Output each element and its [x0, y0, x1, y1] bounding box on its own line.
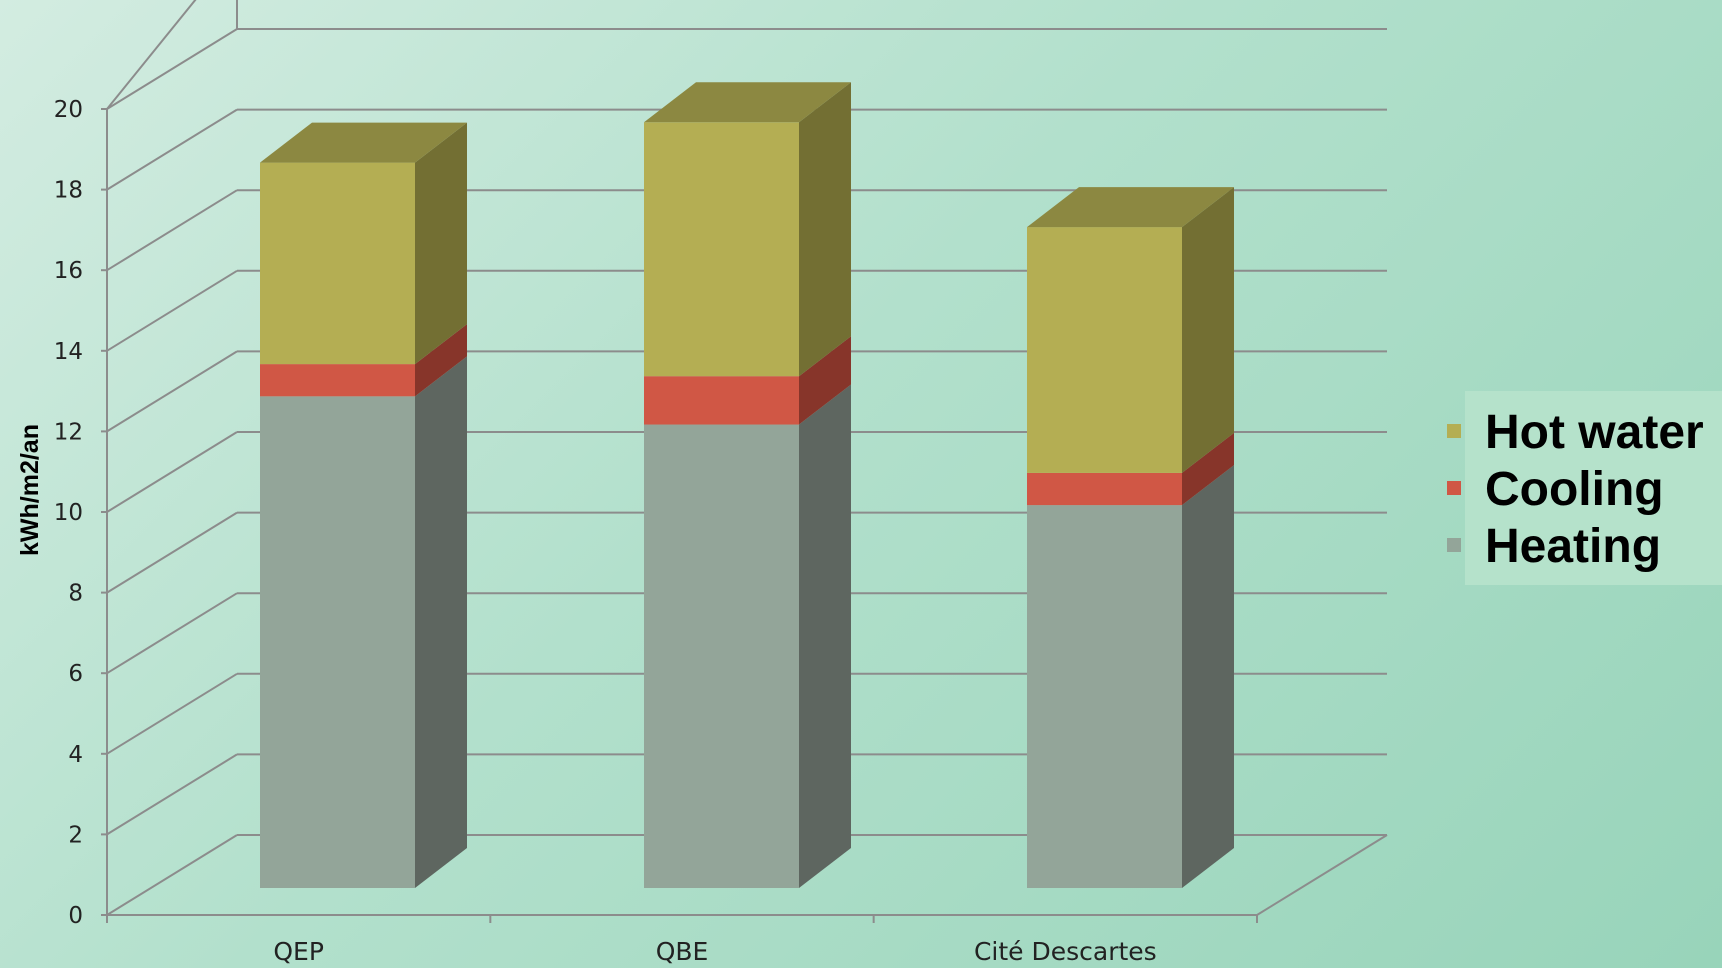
bar-segment-front [644, 424, 799, 888]
y-tick-label: 20 [54, 97, 83, 123]
legend-swatch [1447, 481, 1461, 495]
gridline-side [106, 431, 238, 513]
bar-segment-front [1027, 472, 1182, 506]
legend-swatch [1447, 424, 1461, 438]
floor-right-edge [1256, 834, 1388, 916]
y-tick-label: 18 [54, 178, 83, 204]
bar-segment-side [1182, 187, 1234, 473]
gridline-side [106, 834, 238, 916]
y-tick-label: 16 [54, 258, 83, 284]
y-tick-label: 2 [68, 822, 83, 848]
x-axis: QEP QBE Cité Descartes [106, 915, 1258, 966]
bar-segment-side [799, 384, 851, 888]
bar-segment-front [644, 122, 799, 377]
y-axis: 0 2 4 6 8 10 12 14 16 18 20 [54, 97, 1388, 929]
y-tick-label: 12 [54, 419, 83, 445]
x-tick-label: Cité Descartes [974, 937, 1157, 966]
gridline-side [106, 269, 238, 352]
bar-segment-front [1027, 505, 1182, 888]
side-wall-top [106, 0, 197, 110]
bar-segment-front [260, 364, 415, 397]
bar-segment-side [799, 82, 851, 377]
legend-label: Heating [1485, 520, 1661, 573]
gridline-side [106, 511, 238, 594]
y-tick-label: 10 [54, 500, 83, 526]
bar-segment-side [415, 324, 467, 397]
legend-box [1465, 391, 1722, 585]
bar-top [260, 122, 467, 163]
bars [260, 82, 1234, 889]
y-axis-title: kWh/m2/an [16, 424, 44, 556]
bar-segment-side [799, 336, 851, 425]
x-tick-label: QBE [656, 937, 709, 966]
legend-label: Hot water [1485, 406, 1704, 459]
bar-segment-side [1182, 432, 1234, 506]
bar-segment-side [1182, 465, 1234, 888]
gridline-side [106, 108, 238, 191]
bar-segment-front [260, 162, 415, 365]
y-tick-label: 4 [68, 742, 83, 768]
y-tick-label: 14 [54, 339, 83, 365]
gridline-side [106, 592, 238, 675]
legend-swatch [1447, 538, 1461, 552]
gridline-side [106, 28, 238, 110]
gridline-side [106, 189, 238, 272]
bar-segment-side [415, 122, 467, 365]
gridline-side [106, 350, 238, 433]
bar-segment-front [1027, 227, 1182, 473]
y-tick-label: 0 [68, 903, 83, 929]
bar-segment-front [260, 396, 415, 888]
bar-top [1027, 187, 1234, 228]
y-tick-label: 6 [68, 661, 83, 687]
gridline-side [106, 753, 238, 836]
x-tick-label: QEP [273, 937, 324, 966]
bar-segment-side [415, 356, 467, 889]
gridline-side [106, 672, 238, 755]
bar-top [644, 82, 851, 123]
y-tick-label: 8 [68, 581, 83, 607]
legend-label: Cooling [1485, 463, 1664, 516]
bar-segment-front [644, 376, 799, 425]
